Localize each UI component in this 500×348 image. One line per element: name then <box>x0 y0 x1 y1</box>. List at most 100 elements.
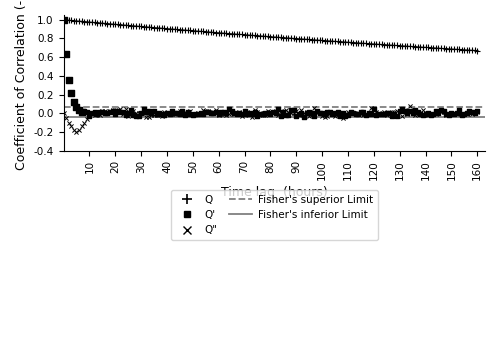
Q" <box>287 110 295 116</box>
Q" <box>186 108 194 113</box>
Q" <box>352 111 360 117</box>
Q" <box>362 111 370 116</box>
Q" <box>300 110 308 116</box>
Point <box>269 109 277 114</box>
Q <box>454 47 460 52</box>
Q" <box>78 124 86 129</box>
Fisher's inferior Limit <box>60 115 66 119</box>
Y-axis label: Coefficient of Correlation (-): Coefficient of Correlation (-) <box>15 0 28 170</box>
Point <box>80 108 88 114</box>
Q" <box>176 109 184 114</box>
Q" <box>282 107 290 113</box>
Q" <box>163 111 171 117</box>
Q" <box>93 109 101 115</box>
Q" <box>248 114 256 120</box>
Q" <box>305 113 313 119</box>
Q" <box>290 111 298 116</box>
Q" <box>470 109 478 114</box>
Point <box>181 112 189 117</box>
Q" <box>404 111 411 117</box>
Point <box>160 112 168 117</box>
Point <box>132 114 140 119</box>
Point <box>178 109 186 114</box>
Q" <box>386 111 394 116</box>
Q" <box>228 110 235 116</box>
Point <box>463 110 471 116</box>
Point <box>460 111 468 117</box>
Q" <box>220 111 228 117</box>
Q" <box>70 127 78 133</box>
Q" <box>158 113 166 118</box>
Q" <box>411 112 419 118</box>
Q" <box>64 120 72 125</box>
Q" <box>142 114 150 120</box>
Q" <box>148 113 156 118</box>
Q" <box>357 111 365 117</box>
Point <box>290 108 298 113</box>
Q" <box>207 110 215 116</box>
Q" <box>261 112 269 117</box>
Point <box>196 111 204 116</box>
Q" <box>145 114 153 119</box>
Point <box>378 111 386 117</box>
Q" <box>122 106 130 112</box>
Point <box>230 110 238 116</box>
Q" <box>326 110 334 115</box>
Q' <box>68 90 76 95</box>
Point <box>204 109 212 115</box>
Point <box>194 112 202 117</box>
Point <box>414 109 422 115</box>
Q' <box>64 78 72 83</box>
Point <box>470 110 478 115</box>
Q" <box>137 110 145 116</box>
Q <box>198 29 203 33</box>
Q' <box>78 110 86 115</box>
Point <box>280 110 287 115</box>
Point <box>406 109 414 114</box>
Q" <box>266 110 274 115</box>
Q" <box>406 103 414 108</box>
Fisher's inferior Limit <box>63 115 69 119</box>
Point <box>168 109 176 114</box>
Point <box>251 109 259 114</box>
Q" <box>104 109 112 114</box>
Q" <box>318 114 326 119</box>
Q" <box>116 106 124 112</box>
Point <box>336 113 344 119</box>
Point <box>134 113 142 119</box>
Q" <box>370 111 378 116</box>
Q" <box>189 112 197 117</box>
Q" <box>214 112 222 118</box>
Point <box>155 110 163 116</box>
Point <box>163 111 171 116</box>
Point <box>202 110 209 115</box>
Point <box>266 111 274 117</box>
Point <box>240 109 248 114</box>
Point <box>98 110 106 115</box>
Point <box>119 109 127 115</box>
Point <box>382 110 390 116</box>
Q" <box>240 112 248 118</box>
Point <box>174 110 182 116</box>
Point <box>440 108 448 113</box>
Point <box>90 109 98 114</box>
Point <box>145 108 153 113</box>
Point <box>344 112 352 118</box>
Point <box>137 110 145 116</box>
Q" <box>75 127 83 133</box>
Q" <box>452 111 460 117</box>
Q" <box>108 108 116 113</box>
Q" <box>336 111 344 117</box>
Point <box>308 110 316 116</box>
Q" <box>258 112 266 118</box>
Point <box>352 111 360 117</box>
Point <box>310 114 318 119</box>
Q" <box>302 109 310 115</box>
Q" <box>473 110 481 115</box>
Q" <box>382 112 390 118</box>
Legend: Q, Q', Q", Fisher's superior Limit, Fisher's inferior Limit: Q, Q', Q", Fisher's superior Limit, Fish… <box>170 190 378 240</box>
Point <box>101 110 109 116</box>
Point <box>228 109 235 114</box>
Q" <box>130 108 138 114</box>
Q" <box>272 108 280 114</box>
